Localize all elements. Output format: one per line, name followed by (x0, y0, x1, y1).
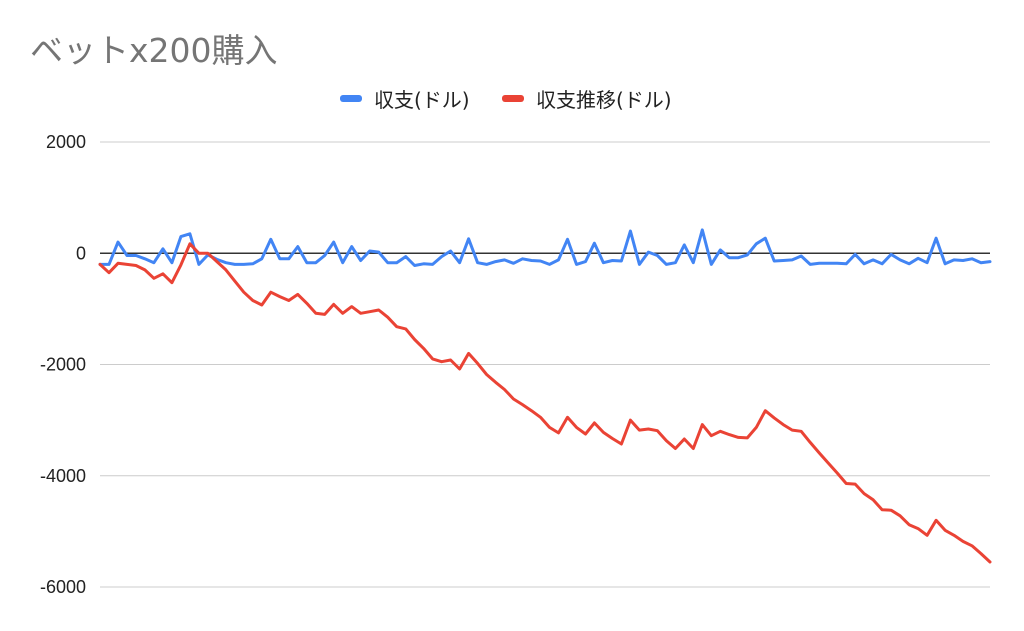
y-tick-label: -6000 (40, 577, 86, 597)
chart-title: ベットx200購入 (30, 31, 278, 70)
y-tick-label: -4000 (40, 466, 86, 486)
y-tick-label: 2000 (46, 132, 86, 152)
y-axis-tick-labels: 2000 0 -2000 -4000 -6000 (40, 132, 86, 597)
legend-item-cumulative[interactable]: 収支推移(ドル) (502, 84, 672, 113)
series-line-cumulative (98, 242, 992, 564)
legend-swatch-cumulative (502, 95, 524, 102)
chart-legend: 収支(ドル) 収支推移(ドル) (0, 84, 1024, 114)
gridlines (100, 141, 990, 588)
legend-label-income: 収支(ドル) (374, 88, 470, 112)
series-line-income (98, 228, 992, 267)
y-tick-label: 0 (76, 243, 86, 263)
legend-label-cumulative: 収支推移(ドル) (536, 88, 672, 112)
legend-swatch-income (340, 95, 362, 102)
series-lines (98, 228, 992, 564)
y-tick-label: -2000 (40, 355, 86, 375)
legend-item-income[interactable]: 収支(ドル) (340, 84, 470, 113)
